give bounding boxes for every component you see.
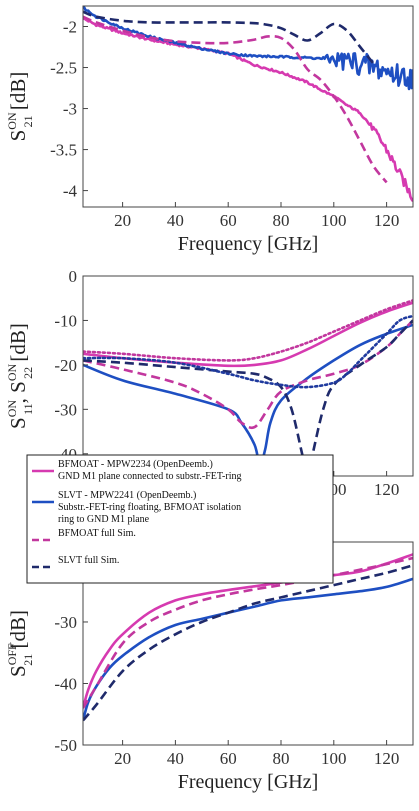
y-tick-label: -30 bbox=[54, 613, 77, 632]
legend-entry-3-line-1: SLVT full Sim. bbox=[58, 555, 119, 566]
x-tick-label: 100 bbox=[321, 749, 347, 768]
legend-entry-1-line-3: ring to GND M1 plane bbox=[58, 514, 150, 525]
x-tick-label: 40 bbox=[167, 749, 184, 768]
x-tick-label: 20 bbox=[114, 749, 131, 768]
y-tick-label: -2.5 bbox=[50, 59, 77, 78]
series-line-4 bbox=[83, 299, 413, 362]
y-tick-label: -2 bbox=[63, 18, 77, 37]
s21-on-panel: 20 40 60 80 100 120 -2 -2.5 -3 -3.5 -4 Frequency [G… bbox=[5, 5, 414, 255]
s21-off-panel: 20 40 60 80 100 120 -30 -40 -50 Frequency [GHz] SO… bbox=[5, 541, 414, 793]
x-tick-label: 80 bbox=[273, 749, 290, 768]
x-tick-label: 120 bbox=[374, 480, 400, 499]
y-tick-label: -20 bbox=[54, 356, 77, 375]
y-tick-label: 0 bbox=[69, 267, 78, 286]
plot-frame bbox=[82, 275, 414, 477]
series-line-2 bbox=[83, 556, 413, 709]
y-tick-label: -50 bbox=[54, 736, 77, 755]
legend: BFMOAT - MPW2234 (OpenDeemb.)GND M1 plan… bbox=[26, 454, 334, 584]
y-tick-label: -3.5 bbox=[50, 141, 77, 160]
x-axis-label: Frequency [GHz] bbox=[178, 233, 319, 255]
y-axis-label: SOFF 21 [dB] bbox=[5, 610, 35, 677]
x-tick-label: 120 bbox=[374, 749, 400, 768]
y-tick-label: -10 bbox=[54, 311, 77, 330]
series-line-2 bbox=[83, 319, 413, 430]
y-axis-label: SON 11, SON 22 [dB] bbox=[5, 323, 35, 429]
series-line-1 bbox=[83, 577, 413, 721]
series-line-1 bbox=[83, 6, 413, 91]
y-tick-label: -3 bbox=[63, 100, 77, 119]
y-axis-label: SON 21 [dB] bbox=[5, 72, 35, 142]
x-tick-label: 40 bbox=[167, 211, 184, 230]
series-line-1 bbox=[83, 323, 413, 467]
x-tick-label: 120 bbox=[374, 211, 400, 230]
x-tick-label: 80 bbox=[273, 211, 290, 230]
legend-box bbox=[26, 454, 334, 584]
series-line-3 bbox=[83, 10, 375, 65]
series-line-0 bbox=[83, 17, 413, 202]
x-tick-label: 60 bbox=[220, 749, 237, 768]
legend-entry-1-line-2: Substr.-FET-ring floating, BFMOAT isolat… bbox=[58, 502, 241, 513]
y-tick-label: -30 bbox=[54, 400, 77, 419]
plot-frame bbox=[82, 5, 414, 208]
legend-entry-1-line-1: SLVT - MPW2241 (OpenDeemb.) bbox=[58, 490, 196, 501]
series-line-3 bbox=[83, 564, 413, 722]
x-tick-label: 60 bbox=[220, 211, 237, 230]
x-tick-label: 100 bbox=[321, 211, 347, 230]
x-axis-label: Frequency [GHz] bbox=[178, 771, 319, 793]
x-tick-label: 20 bbox=[114, 211, 131, 230]
y-tick-label: -40 bbox=[54, 674, 77, 693]
legend-entry-2-line-1: BFMOAT full Sim. bbox=[58, 528, 136, 539]
series-line-2 bbox=[83, 15, 388, 184]
series-line-5 bbox=[83, 314, 413, 389]
y-tick-label: -4 bbox=[63, 182, 78, 201]
legend-entry-0-line-2: GND M1 plane connected to substr.-FET-ri… bbox=[58, 471, 242, 482]
legend-entry-0-line-1: BFMOAT - MPW2234 (OpenDeemb.) bbox=[58, 459, 213, 470]
